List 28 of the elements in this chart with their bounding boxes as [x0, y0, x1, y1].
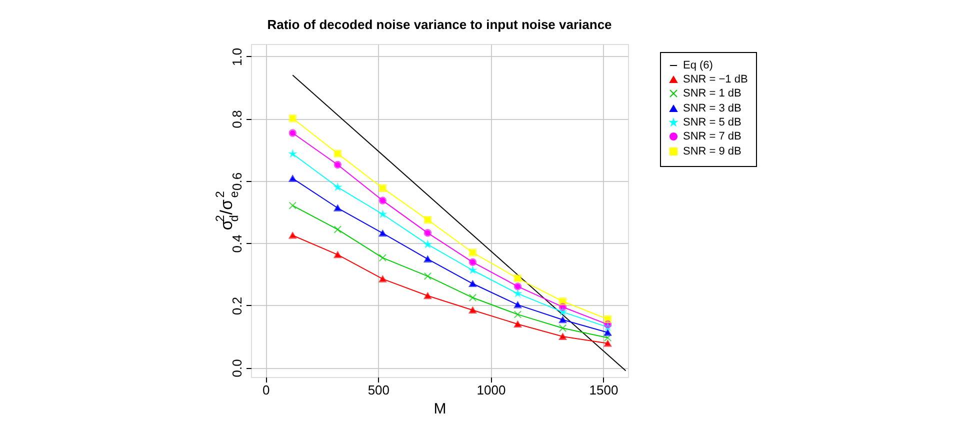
- point: [288, 202, 296, 210]
- x-tick-label: 0: [262, 382, 270, 398]
- y-tick-label: 0.6: [230, 172, 244, 190]
- x-tick-label: 1500: [589, 382, 618, 398]
- y-tick-label: 1.0: [230, 48, 244, 66]
- legend-label: SNR = 5 dB: [683, 116, 742, 128]
- legend-label: SNR = 9 dB: [683, 146, 742, 158]
- point: [604, 334, 612, 342]
- point: [514, 310, 522, 318]
- point: [378, 254, 387, 262]
- point: [558, 324, 567, 332]
- point: [468, 294, 477, 302]
- y-tick-label: 0.0: [230, 359, 244, 378]
- point: [424, 272, 432, 280]
- y-tick-label: 0.8: [230, 110, 244, 128]
- y-axis-title: σd2/σe2: [213, 190, 241, 230]
- legend-label: SNR = 7 dB: [683, 130, 742, 142]
- chart-title: Ratio of decoded noise variance to input noise variance: [267, 17, 612, 32]
- x-axis-title: M: [434, 400, 446, 418]
- x-tick-label: 1000: [476, 382, 506, 398]
- legend-label: Eq (6): [683, 60, 713, 72]
- y-tick-label: 0.4: [230, 234, 244, 253]
- legend-label: SNR = 3 dB: [683, 102, 742, 114]
- point: [334, 226, 342, 234]
- y-tick-label: 0.2: [230, 296, 244, 315]
- x-tick-label: 500: [368, 382, 390, 398]
- legend-label: SNR = 1 dB: [683, 88, 742, 100]
- legend-label: SNR = −1 dB: [683, 74, 748, 86]
